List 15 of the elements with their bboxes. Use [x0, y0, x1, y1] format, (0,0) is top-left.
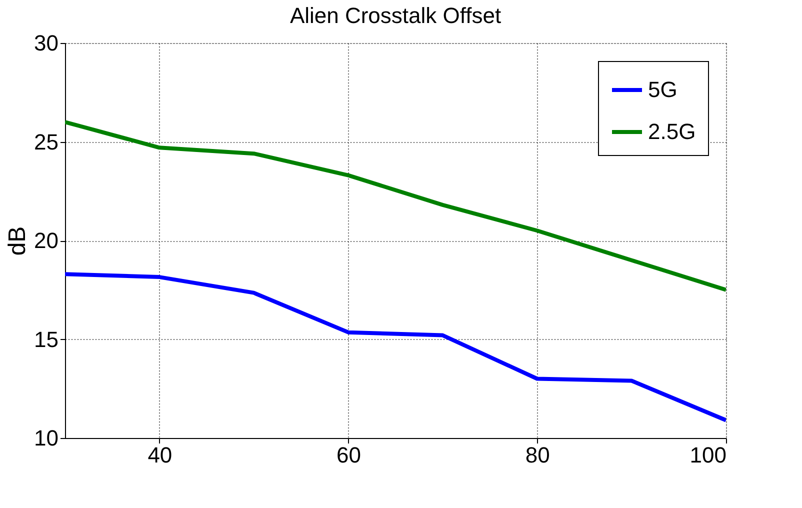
y-tick-label: 10 [34, 426, 58, 450]
x-tick-label: 60 [336, 442, 362, 468]
y-tick-label: 30 [34, 30, 58, 56]
y-tick-label: 25 [34, 129, 58, 154]
x-tick-label: 40 [148, 442, 172, 468]
y-axis-title: dB [4, 226, 32, 256]
x-tick-label: 80 [525, 442, 550, 468]
legend-label: 2.5G [648, 119, 696, 144]
line-series [65, 120, 726, 292]
chart-title: Alien Crosstalk Offset [290, 3, 502, 28]
y-tick-label: 15 [34, 326, 58, 352]
x-tick-label: 100 [690, 442, 726, 468]
legend-label: 5G [648, 77, 678, 102]
line-series [65, 272, 726, 422]
y-tick-label: 20 [34, 228, 58, 253]
